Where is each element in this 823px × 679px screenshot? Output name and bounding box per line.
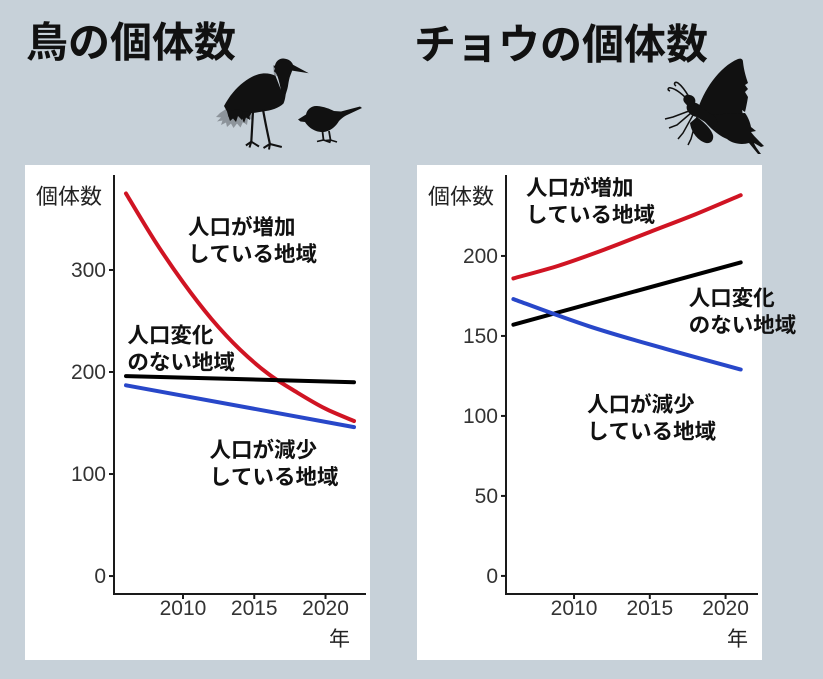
series-line-nochange: [511, 260, 743, 327]
series-label: [209, 438, 317, 460]
series-line-increase: [124, 191, 356, 423]
bird-chart-title-text: [27, 21, 236, 61]
y-tick-label: 200: [463, 245, 498, 268]
y-tick-label: 0: [94, 565, 106, 588]
bird-chart-title: [26, 14, 246, 64]
series-line-decrease: [511, 297, 743, 372]
series-label: [591, 420, 716, 441]
series-line-increase: [511, 193, 743, 281]
small-bird-feet: [316, 139, 338, 144]
butterfly-antennae: [667, 81, 690, 100]
butterfly-chart-title-text: [417, 23, 708, 63]
x-tick-label: 2020: [702, 597, 749, 620]
y-axis-title: [36, 185, 102, 206]
small-bird-icon: [298, 105, 362, 144]
small-bird-legs: [321, 130, 332, 141]
series-label: [587, 393, 695, 414]
title-glyphs: [417, 23, 708, 63]
butterfly-chart-title: [414, 16, 714, 66]
series-label: [689, 287, 775, 308]
heron-feet: [245, 140, 283, 150]
title-glyphs: [27, 21, 236, 61]
x-tick-label: 2015: [626, 597, 673, 620]
butterfly-forewing: [697, 58, 748, 115]
butterfly-body: [686, 102, 718, 127]
heron-legs: [250, 109, 271, 145]
bird-chart: 0 100 200 300 2010 2015 2020: [36, 175, 366, 648]
butterfly-chart: 0 50 100 150 200 2010 2015 2020: [428, 175, 796, 648]
series-label: [214, 466, 339, 487]
series-line-nochange: [124, 374, 356, 385]
heron-rear-feathers: [228, 109, 250, 123]
butterfly-chart-panel: 0 50 100 150 200 2010 2015 2020: [417, 165, 796, 660]
y-tick-label: 300: [71, 259, 106, 282]
series-label: [526, 176, 632, 198]
series-label: [127, 324, 213, 345]
series-label: [128, 351, 235, 372]
y-tick-label: 50: [475, 485, 498, 508]
series-label: [530, 203, 655, 225]
series-label: [690, 314, 796, 335]
y-tick-label: 100: [71, 463, 106, 486]
x-axis-title: [330, 628, 350, 648]
y-tick-label: 0: [486, 565, 498, 588]
series-line-decrease: [124, 383, 356, 430]
axes: [505, 175, 758, 595]
x-tick-label: 2015: [231, 597, 278, 620]
y-tick-label: 100: [463, 405, 498, 428]
butterfly-icon: [664, 58, 764, 154]
x-axis-title: [728, 628, 748, 648]
butterfly-legs: [664, 110, 698, 146]
axes: [113, 175, 366, 595]
bird-chart-panel: 0 100 200 300 2010 2015 2020: [25, 165, 370, 660]
x-tick-label: 2010: [160, 597, 207, 620]
heron-icon: [216, 58, 309, 150]
y-tick-label: 150: [463, 325, 498, 348]
y-tick-label: 200: [71, 361, 106, 384]
x-tick-label: 2020: [302, 597, 349, 620]
series-label: [188, 215, 294, 237]
y-axis-title: [428, 185, 494, 206]
x-tick-label: 2010: [551, 597, 598, 620]
series-label: [192, 243, 317, 264]
small-bird-body: [298, 105, 362, 133]
heron-body: [224, 58, 309, 120]
